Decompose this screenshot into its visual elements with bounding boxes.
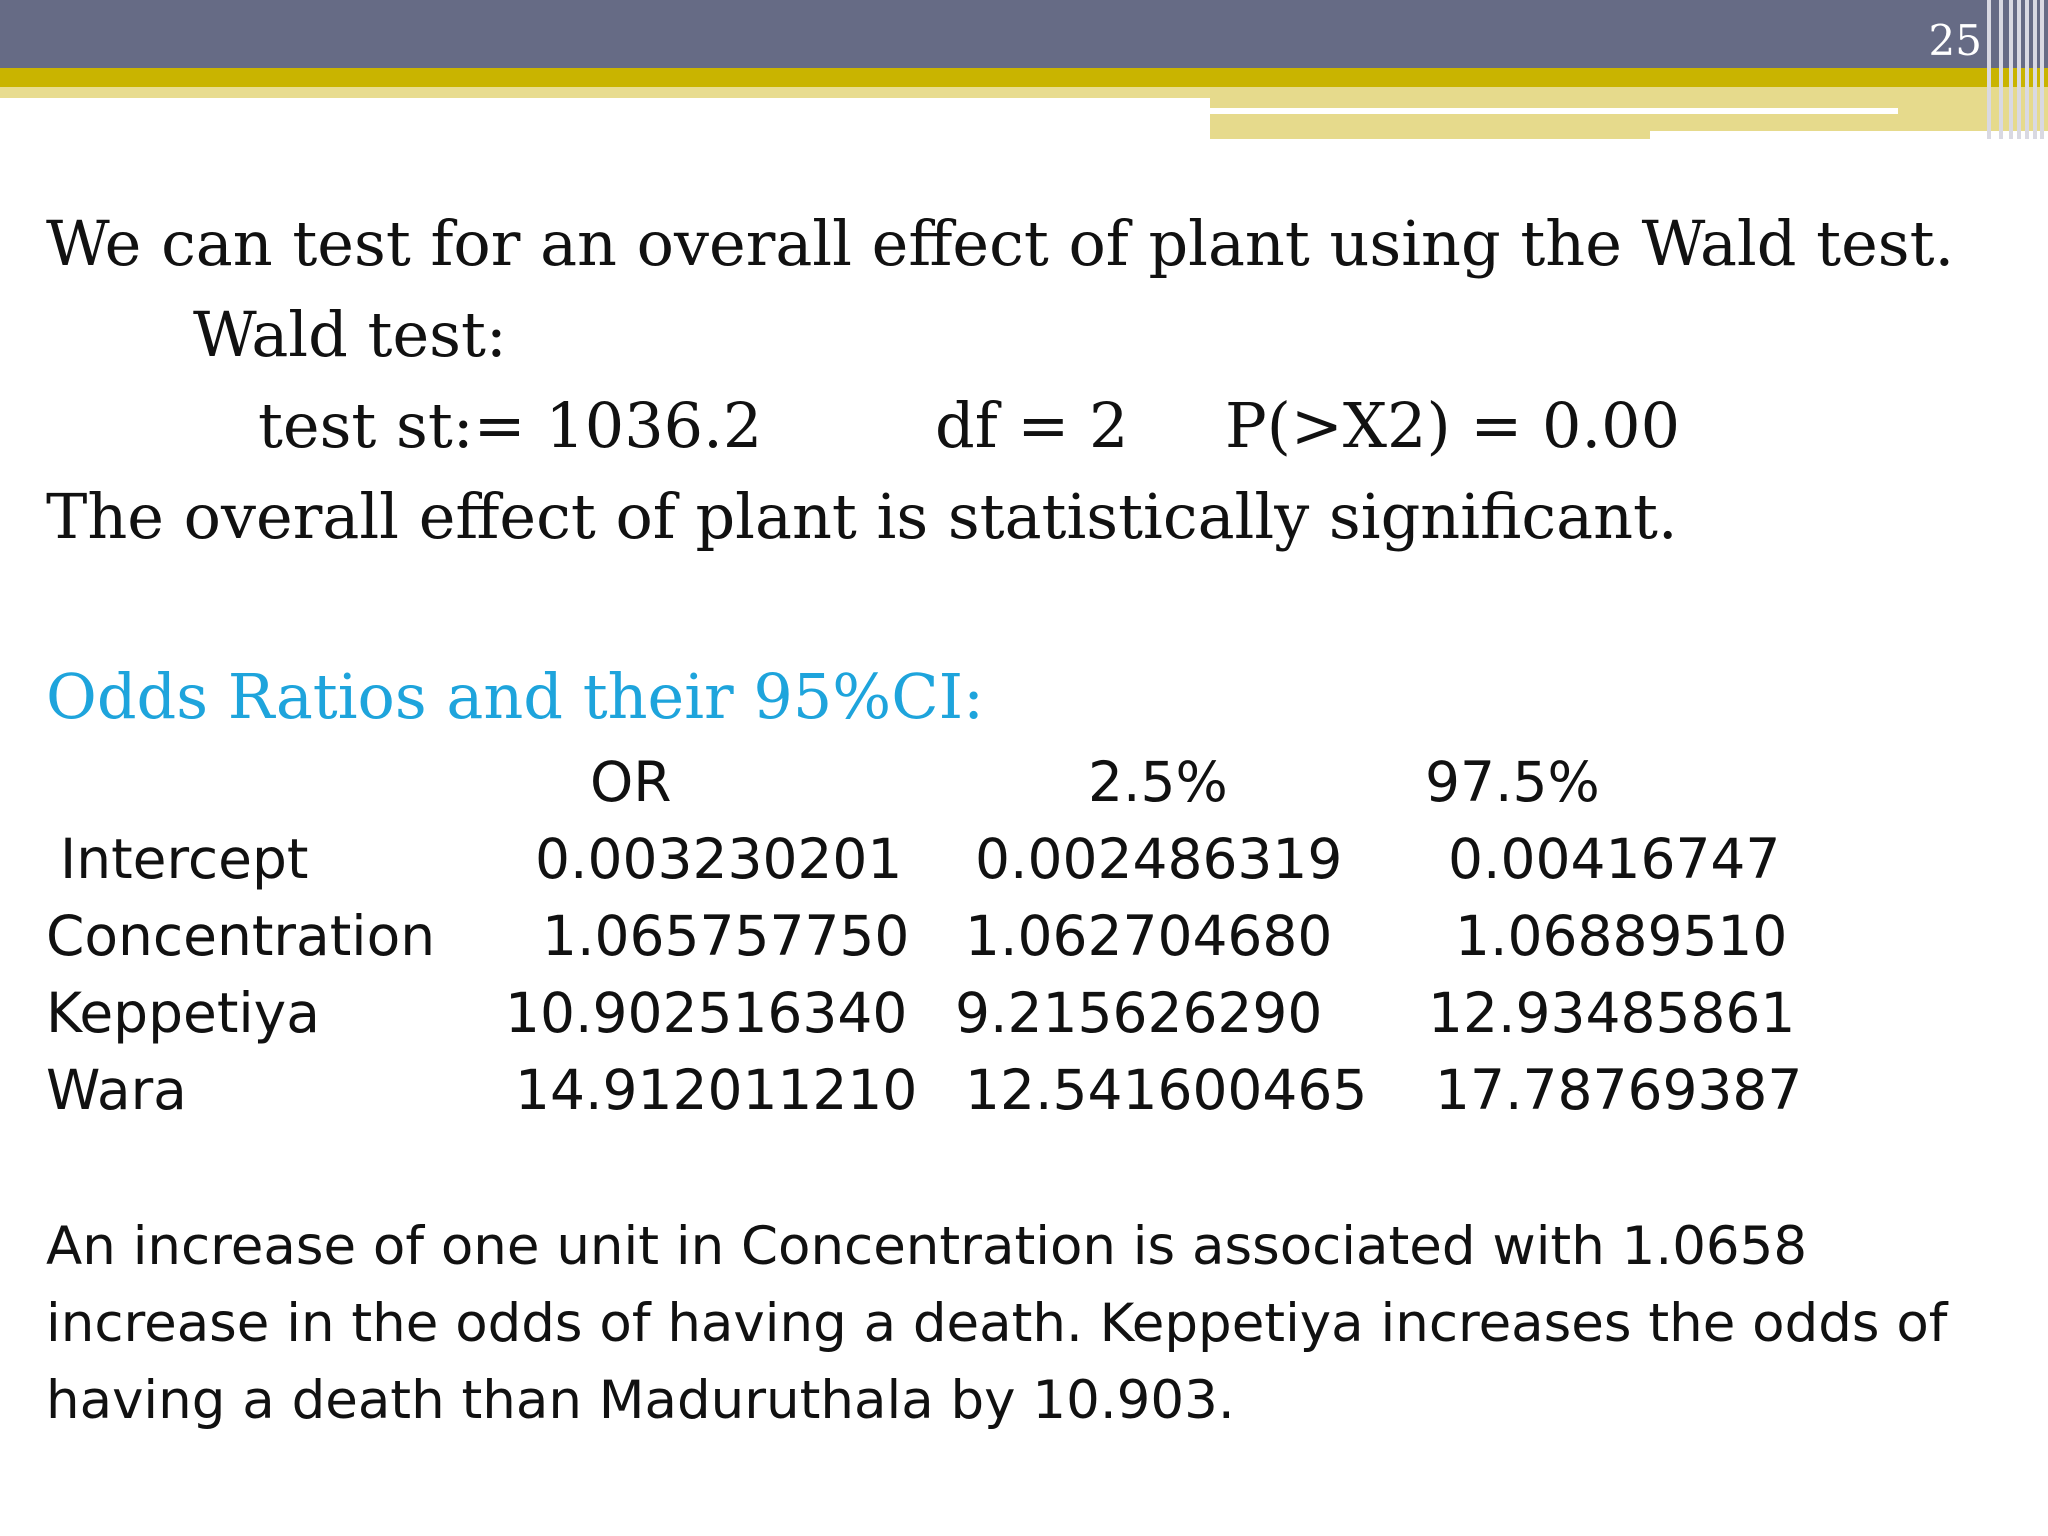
- header-gold-band: [0, 68, 2048, 87]
- column-header-lower: 2.5%: [1088, 750, 1228, 814]
- cell-upper: 12.93485861: [1428, 981, 1796, 1045]
- cell-or: 0.003230201: [535, 827, 903, 891]
- row-label: Wara: [46, 1058, 187, 1122]
- wald-p-value: P(>X2) = 0.00: [1225, 389, 1681, 462]
- header-white-line: [1210, 108, 1898, 114]
- wald-intro: We can test for an overall effect of pla…: [46, 207, 1955, 280]
- column-header-upper: 97.5%: [1425, 750, 1600, 814]
- cell-lower: 12.541600465: [965, 1058, 1368, 1122]
- header-pale-band-left: [0, 87, 1210, 98]
- row-label: Intercept: [60, 827, 309, 891]
- wald-heading: Wald test:: [193, 298, 507, 371]
- header-band: [0, 0, 2048, 68]
- cell-lower: 0.002486319: [975, 827, 1343, 891]
- row-label: Keppetiya: [46, 981, 320, 1045]
- cell-lower: 9.215626290: [955, 981, 1323, 1045]
- header-notch: [1650, 131, 2048, 139]
- wald-statistic: test st:= 1036.2: [258, 389, 763, 462]
- wald-conclusion: The overall effect of plant is statistic…: [46, 480, 1678, 553]
- cell-upper: 0.00416747: [1448, 827, 1781, 891]
- odds-ratio-heading: Odds Ratios and their 95%CI:: [46, 660, 985, 733]
- row-label: Concentration: [46, 904, 436, 968]
- cell-or: 10.902516340: [505, 981, 908, 1045]
- header-stripes: [1985, 0, 2048, 139]
- column-header-or: OR: [590, 750, 672, 814]
- cell-upper: 17.78769387: [1435, 1058, 1803, 1122]
- cell-or: 1.065757750: [542, 904, 910, 968]
- wald-df: df = 2: [935, 389, 1129, 462]
- page-number: 25: [1928, 16, 1982, 65]
- cell-lower: 1.062704680: [965, 904, 1333, 968]
- interpretation-paragraph: An increase of one unit in Concentration…: [46, 1216, 1948, 1431]
- cell-upper: 1.06889510: [1455, 904, 1788, 968]
- cell-or: 14.912011210: [515, 1058, 918, 1122]
